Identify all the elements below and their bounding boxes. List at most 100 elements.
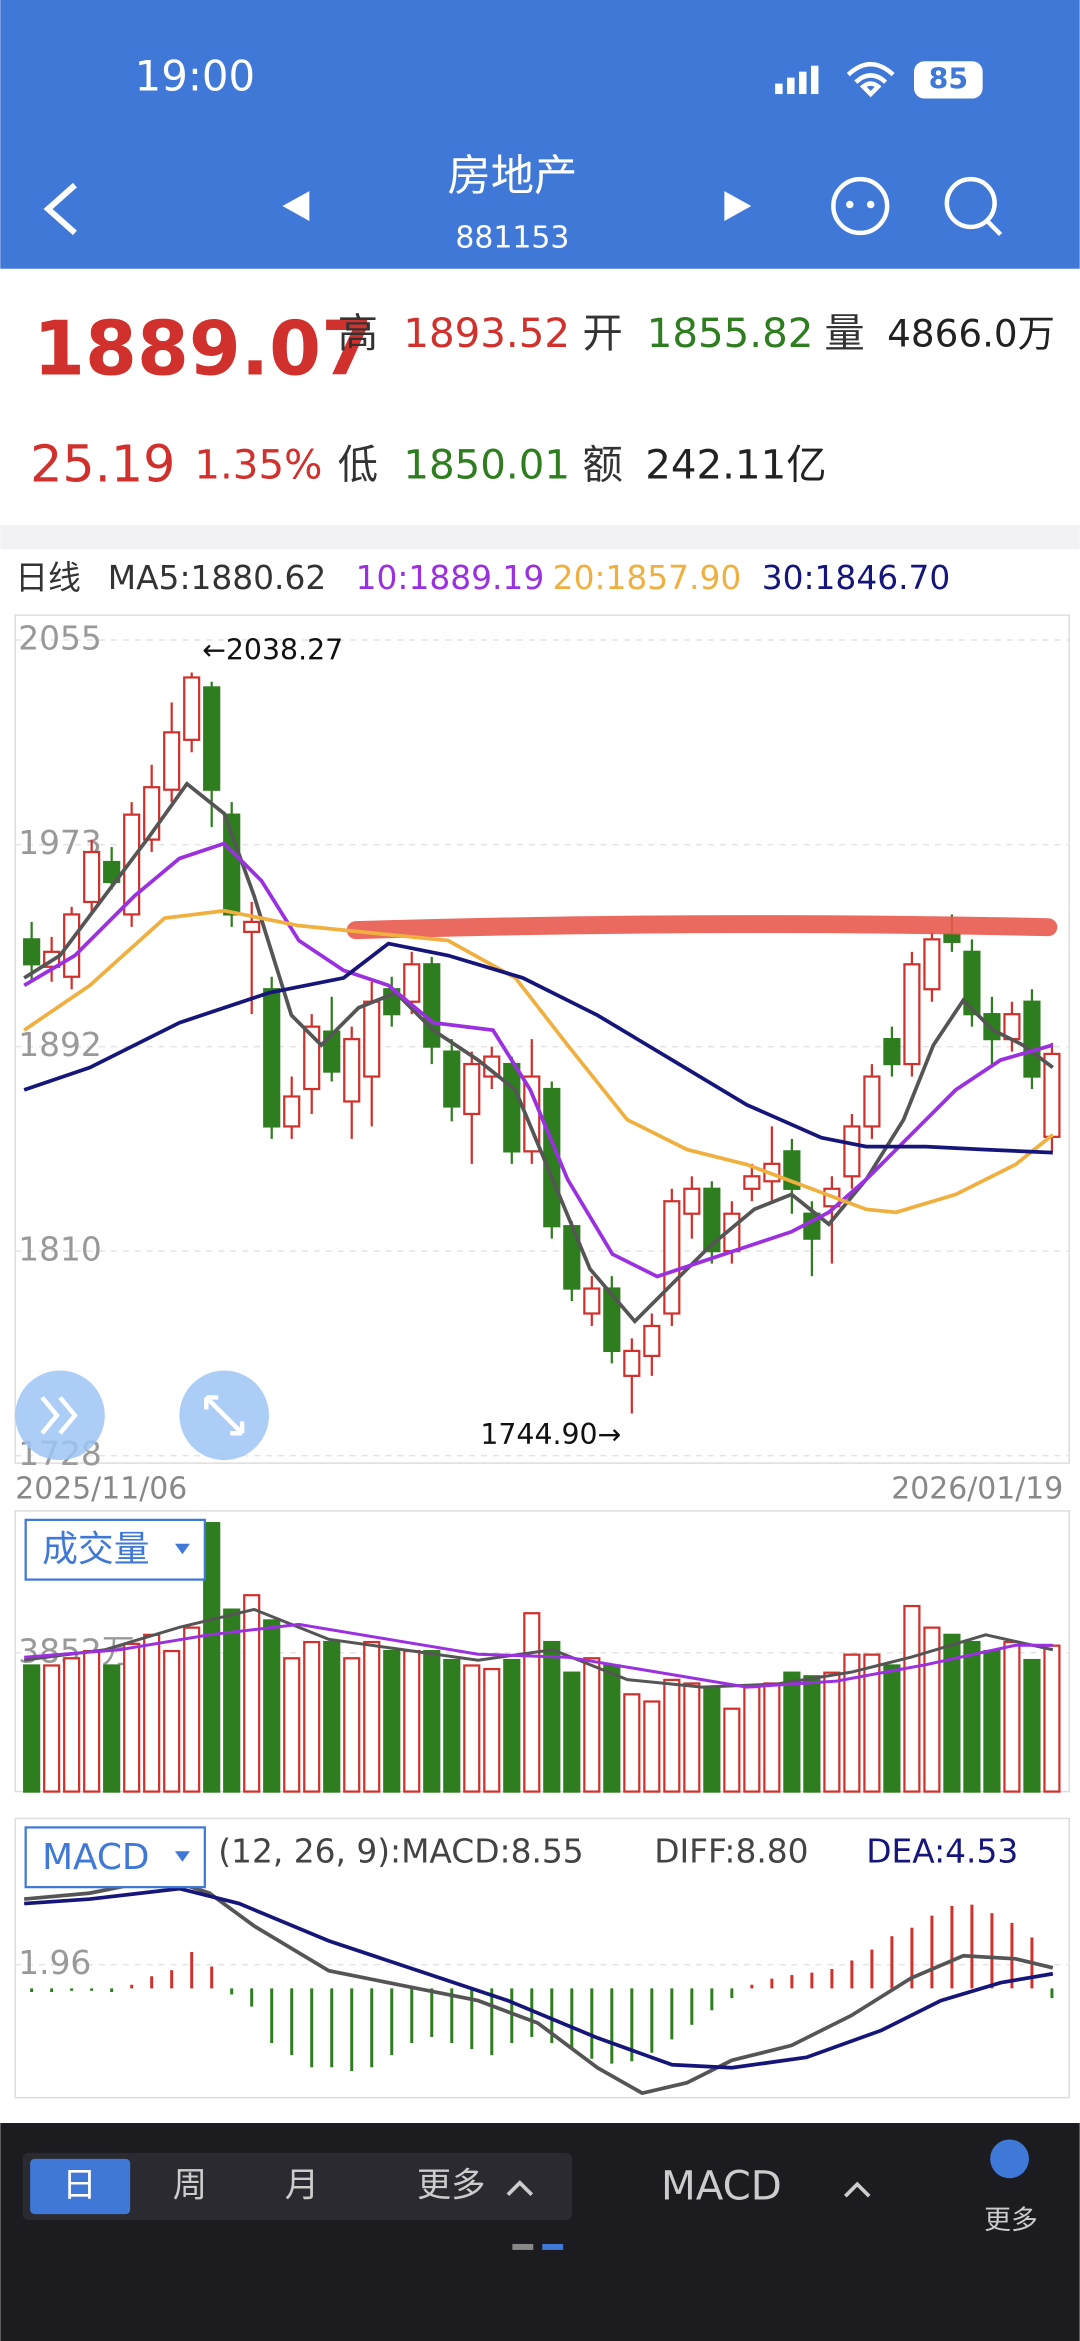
volume-bar	[603, 1664, 621, 1793]
candle-body	[503, 1062, 521, 1153]
volume-bar	[303, 1640, 321, 1793]
expand-button[interactable]	[179, 1370, 270, 1461]
dea-line	[24, 1886, 1054, 2070]
candle-body	[203, 686, 221, 791]
candle-body	[843, 1125, 861, 1178]
candle-body	[183, 676, 201, 741]
volume-bar	[463, 1664, 481, 1793]
candle-body	[23, 938, 41, 966]
macd-selector[interactable]	[24, 1826, 206, 1889]
volume-bar	[43, 1664, 61, 1793]
volume-bar	[923, 1626, 941, 1793]
volume-bar	[223, 1608, 241, 1793]
candle-body	[343, 1038, 361, 1103]
volume-bar	[123, 1642, 141, 1793]
change: 25.19	[30, 434, 175, 493]
candle-body	[443, 1050, 461, 1108]
tab-selected	[30, 2158, 131, 2215]
back-button[interactable]	[43, 182, 77, 236]
volume-bar	[983, 1649, 1001, 1793]
volume-bar	[643, 1700, 661, 1793]
legend-entry: 20:1857.90	[553, 559, 742, 597]
y-tick-label: 1.96	[18, 1944, 91, 1982]
dea-value: DEA:4.53	[866, 1832, 1018, 1870]
ma30-line	[23, 941, 1053, 1155]
y-tick-label: 2055	[18, 620, 102, 658]
legend-entry: MA5:1880.62	[108, 559, 326, 597]
candle-body	[303, 1025, 321, 1091]
volume-bar	[503, 1658, 521, 1793]
dropdown-arrow	[174, 1851, 190, 1862]
low: 1850.01	[403, 441, 570, 488]
ma10-line	[23, 841, 1054, 1279]
volume-bar	[703, 1685, 721, 1793]
separator	[0, 525, 1080, 550]
volume-bar	[683, 1682, 701, 1793]
candle-body	[963, 950, 981, 1016]
volume-bar	[763, 1682, 781, 1793]
tab[interactable]: 更多	[417, 2166, 486, 2206]
volume-bar	[283, 1657, 301, 1793]
legend-entry: 10:1889.19	[356, 559, 545, 597]
volume: 4866.0万	[887, 311, 1055, 355]
tab[interactable]: 月	[285, 2166, 319, 2206]
more-icon	[990, 2139, 1029, 2179]
page-dot	[512, 2243, 534, 2250]
volume-bar	[403, 1649, 421, 1793]
candle-body	[643, 1324, 661, 1358]
search-button[interactable]	[944, 176, 1003, 236]
volume-ma-line	[23, 1607, 1054, 1689]
volume-bar	[903, 1604, 921, 1793]
volume-bar	[803, 1675, 821, 1793]
indicator-button[interactable]: MACD	[661, 2163, 782, 2210]
volume-bar	[583, 1657, 601, 1793]
tab[interactable]: 周	[173, 2166, 207, 2206]
candle-body	[663, 1200, 681, 1315]
annotation: ←2038.27	[202, 634, 343, 667]
volume-bar	[243, 1594, 261, 1793]
fast-forward-button[interactable]	[15, 1370, 105, 1461]
change-pct: 1.35%	[194, 441, 322, 488]
volume-bar	[23, 1664, 41, 1793]
volume-bar	[423, 1649, 441, 1793]
volume-bar	[823, 1671, 841, 1793]
volume-bar	[943, 1633, 961, 1793]
page-dot	[542, 2243, 564, 2250]
more-button[interactable]: 更多	[984, 2205, 1038, 2236]
candle-body	[243, 920, 261, 933]
label: 低	[338, 441, 378, 488]
candle-body	[463, 1062, 481, 1116]
volume-bar	[483, 1667, 501, 1793]
prev-button[interactable]	[282, 191, 310, 221]
candle-body	[923, 938, 941, 991]
chart-title: 日线	[15, 559, 81, 597]
x-label: 2026/01/19	[891, 1471, 1063, 1506]
candle-body	[283, 1095, 301, 1128]
volume-bar	[663, 1678, 681, 1793]
candle-body	[883, 1038, 901, 1066]
period-tabs	[22, 2152, 573, 2221]
wifi-icon	[846, 61, 895, 98]
open: 1855.82	[647, 310, 814, 357]
legend-entry: 30:1846.70	[762, 559, 951, 597]
candle-body	[163, 731, 181, 791]
label: 量	[824, 310, 864, 357]
candle-body	[943, 933, 961, 943]
signal-icon	[775, 65, 819, 95]
diff-value: DIFF:8.80	[654, 1832, 808, 1870]
volume-selector[interactable]	[24, 1518, 206, 1581]
next-button[interactable]	[724, 191, 752, 221]
volume-bar	[203, 1522, 221, 1793]
amount: 242.11亿	[645, 441, 826, 488]
candle-body	[583, 1287, 601, 1315]
chevron	[843, 2181, 871, 2198]
volume-bar	[1023, 1658, 1041, 1793]
volume-bar	[963, 1640, 981, 1793]
chat-button[interactable]	[831, 176, 890, 236]
volume-bar	[163, 1649, 181, 1793]
macd-panel	[14, 1817, 1071, 2099]
volume-bar	[523, 1612, 541, 1793]
tab[interactable]: 日	[62, 2166, 96, 2206]
